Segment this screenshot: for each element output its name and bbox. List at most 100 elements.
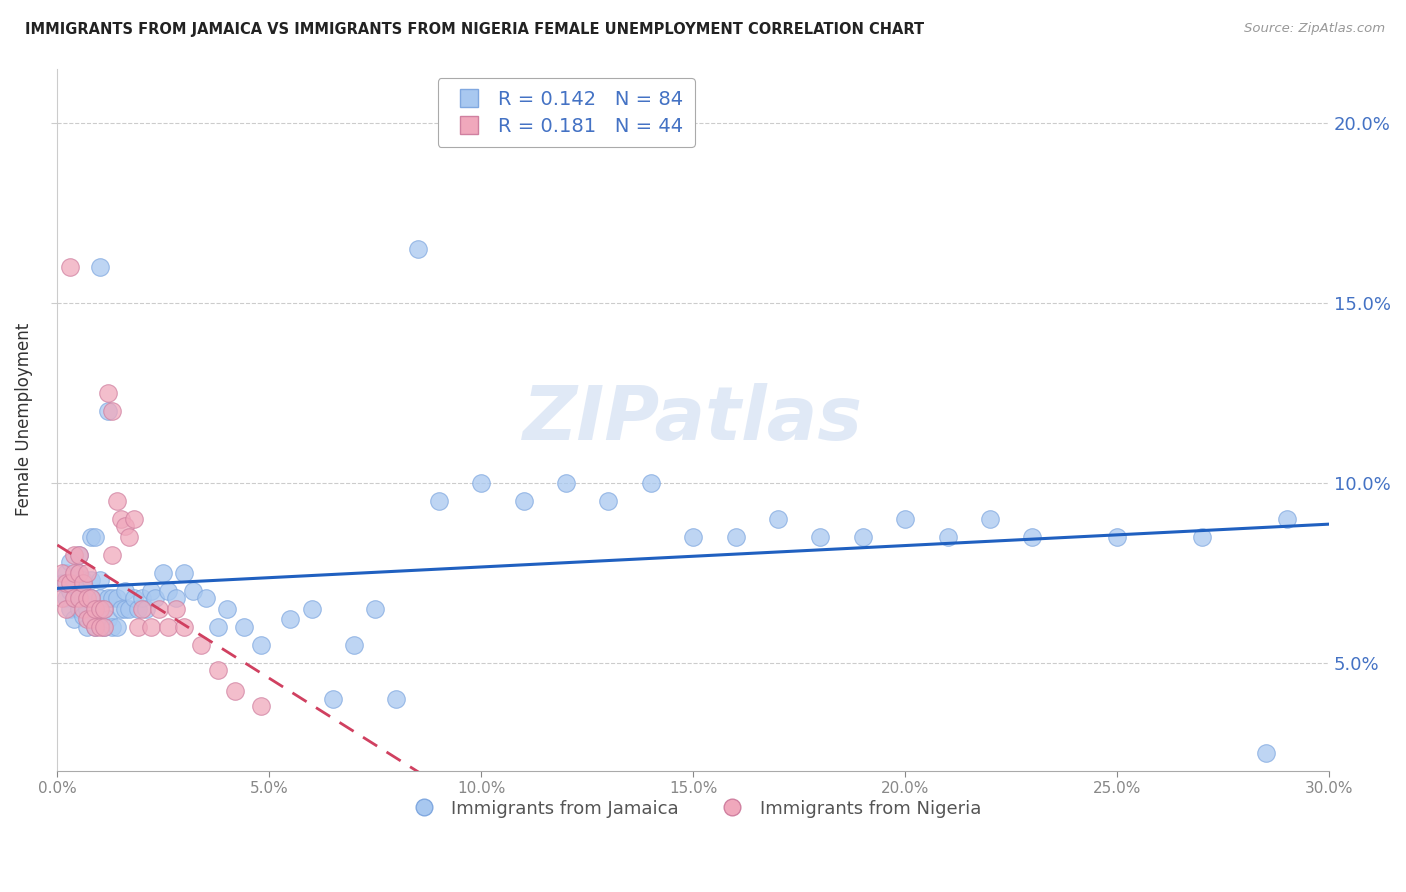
Point [215, 601, 238, 615]
Point [80, 612, 103, 626]
Point [301, 601, 323, 615]
Point [76, 591, 98, 605]
Point [80, 612, 103, 626]
Point [724, 530, 747, 544]
Text: ZIPatlas: ZIPatlas [523, 383, 863, 456]
Point [406, 242, 429, 256]
Point [89, 591, 111, 605]
Point [101, 591, 124, 605]
Point [427, 493, 450, 508]
Point [322, 691, 344, 706]
Point [101, 620, 124, 634]
Point [190, 638, 212, 652]
Point [979, 511, 1001, 525]
Point [682, 530, 704, 544]
Point [93, 601, 115, 615]
Point [67, 591, 90, 605]
Point [84, 620, 107, 634]
Point [72, 576, 94, 591]
Point [89, 620, 111, 634]
Point [97, 591, 120, 605]
Point [118, 601, 141, 615]
Point [67, 566, 90, 580]
Point [76, 601, 98, 615]
Point [555, 475, 578, 490]
Point [63, 573, 86, 587]
Point [89, 573, 111, 587]
Point [110, 601, 132, 615]
Point [249, 638, 271, 652]
Point [76, 566, 98, 580]
Point [67, 583, 90, 598]
Point [1275, 511, 1298, 525]
Point [135, 601, 157, 615]
Point [89, 612, 111, 626]
Point [224, 684, 246, 698]
Point [51, 576, 73, 591]
Point [936, 530, 959, 544]
Point [810, 530, 832, 544]
Point [364, 601, 387, 615]
Point [63, 548, 86, 562]
Point [173, 620, 195, 634]
Text: IMMIGRANTS FROM JAMAICA VS IMMIGRANTS FROM NIGERIA FEMALE UNEMPLOYMENT CORRELATI: IMMIGRANTS FROM JAMAICA VS IMMIGRANTS FR… [25, 22, 924, 37]
Point [173, 566, 195, 580]
Point [59, 555, 82, 569]
Point [84, 601, 107, 615]
Point [131, 601, 153, 615]
Point [148, 601, 170, 615]
Point [93, 620, 115, 634]
Point [766, 511, 789, 525]
Point [114, 583, 136, 598]
Point [152, 566, 174, 580]
Point [89, 601, 111, 615]
Point [118, 530, 141, 544]
Point [84, 601, 107, 615]
Point [232, 620, 254, 634]
Point [156, 620, 179, 634]
Point [165, 591, 187, 605]
Point [93, 620, 115, 634]
Point [143, 591, 166, 605]
Point [72, 573, 94, 587]
Point [114, 518, 136, 533]
Point [127, 620, 149, 634]
Point [122, 511, 145, 525]
Point [80, 530, 103, 544]
Point [59, 260, 82, 274]
Point [59, 583, 82, 598]
Point [63, 566, 86, 580]
Point [72, 591, 94, 605]
Point [51, 566, 73, 580]
Point [207, 663, 229, 677]
Point [165, 601, 187, 615]
Point [598, 493, 620, 508]
Point [63, 591, 86, 605]
Point [101, 548, 124, 562]
Y-axis label: Female Unemployment: Female Unemployment [15, 323, 32, 516]
Point [470, 475, 492, 490]
Point [1021, 530, 1043, 544]
Point [59, 576, 82, 591]
Point [51, 591, 73, 605]
Point [512, 493, 534, 508]
Point [1191, 530, 1213, 544]
Point [343, 638, 366, 652]
Point [139, 583, 162, 598]
Point [97, 385, 120, 400]
Point [894, 511, 917, 525]
Point [72, 608, 94, 623]
Point [139, 620, 162, 634]
Point [280, 612, 302, 626]
Point [89, 260, 111, 274]
Point [105, 493, 128, 508]
Point [72, 601, 94, 615]
Point [97, 403, 120, 417]
Point [156, 583, 179, 598]
Point [80, 573, 103, 587]
Point [385, 691, 408, 706]
Point [122, 591, 145, 605]
Point [55, 591, 77, 605]
Legend: Immigrants from Jamaica, Immigrants from Nigeria: Immigrants from Jamaica, Immigrants from… [398, 792, 988, 825]
Point [194, 591, 217, 605]
